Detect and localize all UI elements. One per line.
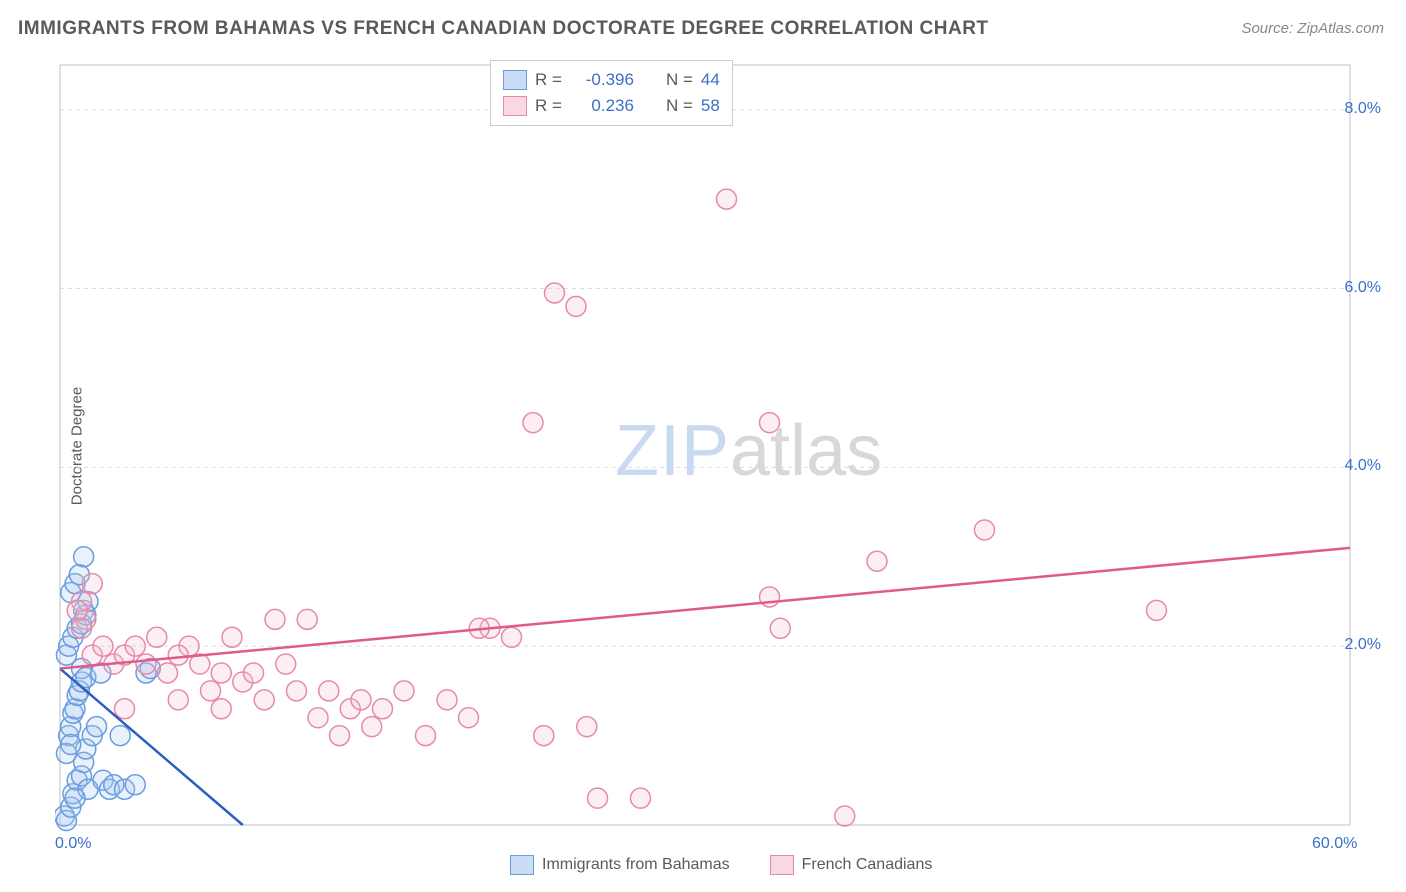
y-tick-label: 6.0% [1345,279,1381,297]
stats-legend-row: R = 0.236 N = 58 [503,93,720,119]
y-tick-label: 2.0% [1345,636,1381,654]
legend-swatch [503,70,527,90]
legend-swatch [510,855,534,875]
r-value: 0.236 [570,96,634,116]
y-tick-label: 4.0% [1345,457,1381,475]
scatter-chart [55,55,1385,845]
x-tick-label: 0.0% [55,835,91,853]
r-label: R = [535,70,562,90]
y-tick-label: 8.0% [1345,100,1381,118]
n-value: 58 [701,96,720,116]
n-label: N = [666,96,693,116]
n-label: N = [666,70,693,90]
plot-area: ZIPatlas [55,55,1385,845]
stats-legend-row: R = -0.396 N = 44 [503,67,720,93]
legend-swatch [503,96,527,116]
x-tick-label: 60.0% [1312,835,1357,853]
r-label: R = [535,96,562,116]
chart-title: IMMIGRANTS FROM BAHAMAS VS FRENCH CANADI… [18,18,989,40]
series-legend: Immigrants from Bahamas French Canadians [510,855,932,875]
r-value: -0.396 [570,70,634,90]
legend-swatch [770,855,794,875]
series-label: Immigrants from Bahamas [542,856,730,874]
source-label: Source: ZipAtlas.com [1241,20,1384,37]
series-legend-item: Immigrants from Bahamas [510,855,730,875]
series-label: French Canadians [802,856,933,874]
stats-legend: R = -0.396 N = 44 R = 0.236 N = 58 [490,60,733,126]
series-legend-item: French Canadians [770,855,933,875]
n-value: 44 [701,70,720,90]
